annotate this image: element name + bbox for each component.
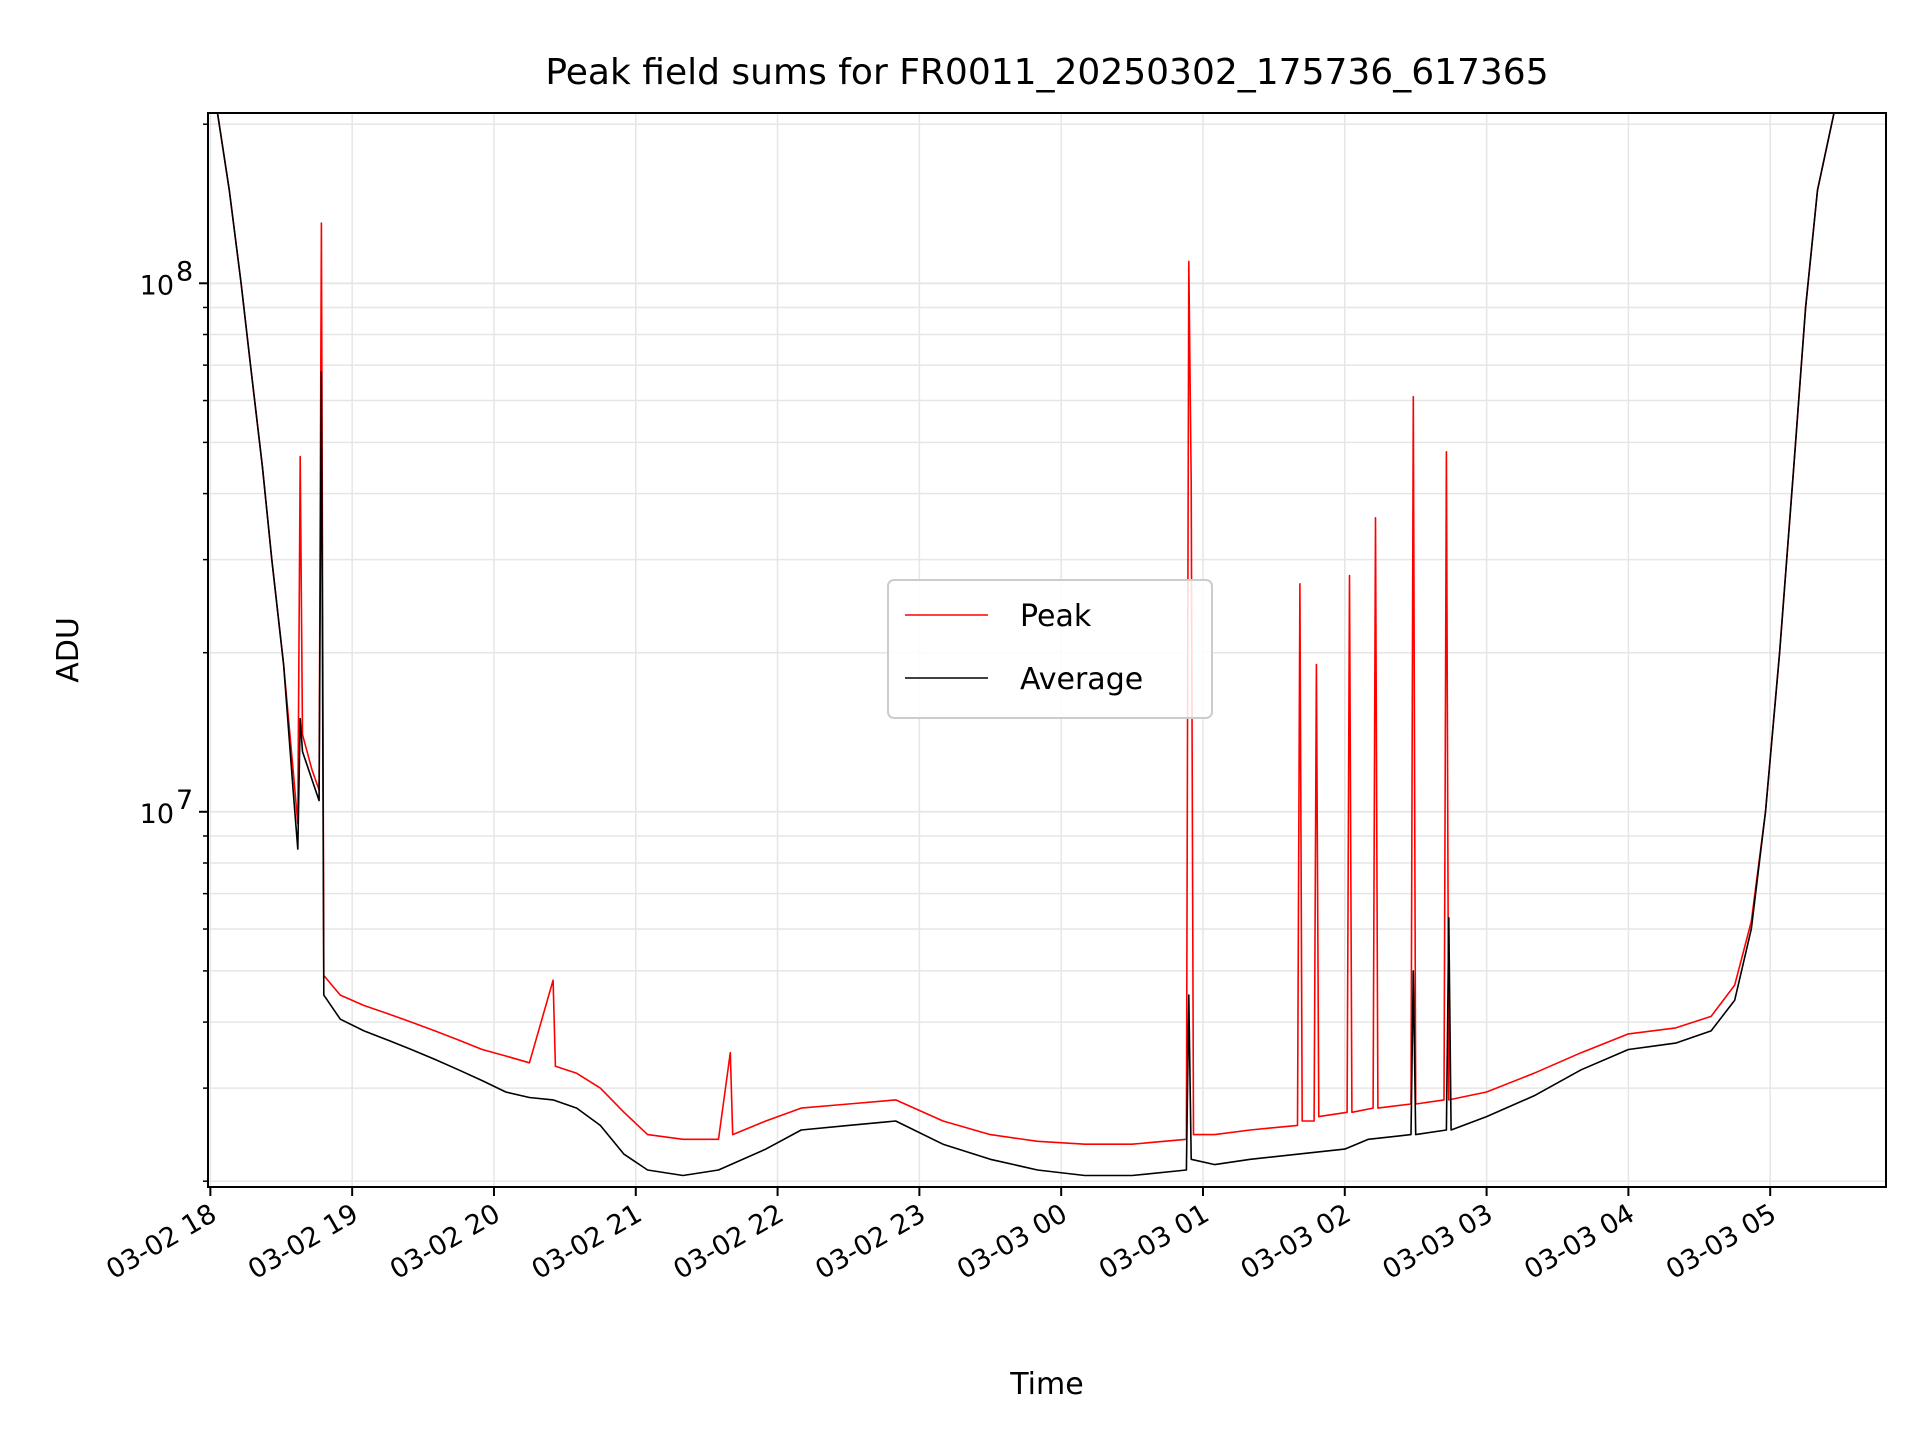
y-axis-label: ADU (51, 617, 86, 683)
x-tick-label: 03-03 01 (1094, 1198, 1215, 1286)
legend-label-average: Average (1020, 662, 1143, 697)
x-tick-label: 03-02 22 (668, 1198, 789, 1286)
x-tick-label: 03-03 02 (1236, 1198, 1357, 1286)
y-tick-label-exponent: 7 (176, 785, 193, 816)
x-tick-label: 03-02 23 (810, 1198, 931, 1286)
x-tick-label: 03-03 05 (1661, 1198, 1782, 1286)
y-tick-label: 10 (140, 270, 174, 301)
x-tick-label: 03-02 21 (527, 1198, 648, 1286)
x-tick-label: 03-03 03 (1377, 1198, 1498, 1286)
x-tick-label: 03-02 19 (243, 1198, 364, 1286)
plot-frame (207, 112, 1887, 1188)
x-tick-label: 03-03 00 (952, 1198, 1073, 1286)
chart-title: Peak field sums for FR0011_20250302_1757… (545, 52, 1548, 93)
legend-label-peak: Peak (1020, 599, 1092, 634)
y-tick-label-exponent: 8 (176, 256, 193, 287)
y-tick-label: 10 (140, 799, 174, 830)
legend: Peak Average (887, 579, 1213, 719)
series-layer (216, 112, 1835, 1177)
x-tick-label: 03-02 20 (385, 1198, 506, 1286)
series-line-average (216, 112, 1835, 1177)
grid (208, 113, 1886, 1187)
x-axis-label: Time (1009, 1367, 1083, 1402)
x-axis: 03-02 18 03-02 19 03-02 20 03-02 21 03-02 22… (101, 1187, 1782, 1286)
x-tick-label: 03-02 18 (101, 1198, 222, 1286)
x-tick-label: 03-03 04 (1519, 1198, 1640, 1286)
